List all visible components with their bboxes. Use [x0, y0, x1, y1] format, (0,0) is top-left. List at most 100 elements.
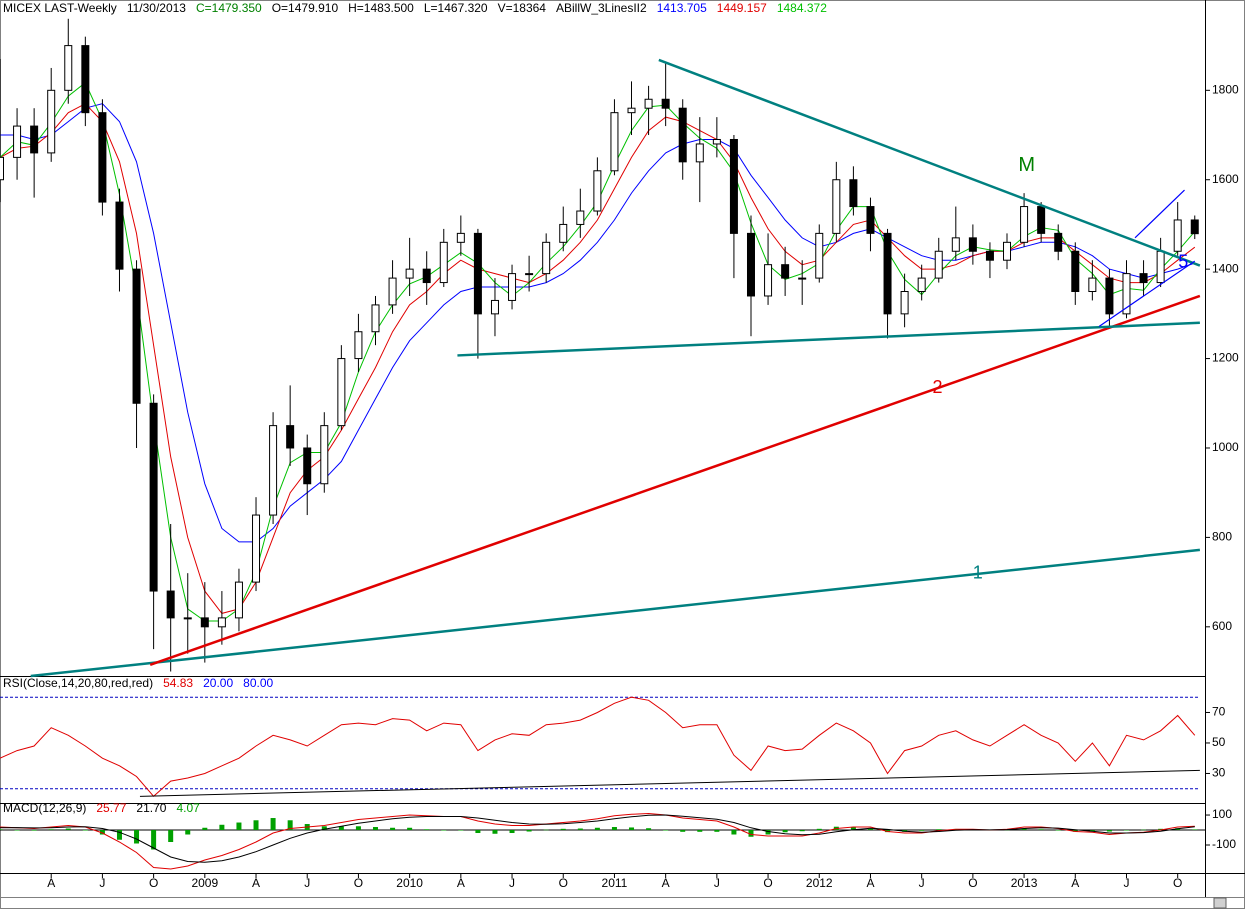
macd-histogram-bar [680, 830, 686, 832]
x-tick-label: J [1123, 876, 1129, 890]
macd-histogram-bar [151, 830, 157, 850]
x-tick-label: A [662, 876, 670, 890]
macd-histogram-bar [185, 830, 191, 835]
macd-histogram-bar [355, 826, 361, 831]
candle-body [764, 264, 773, 297]
moving-average [0, 103, 1196, 614]
header: RSI(Close,14,20,80,red,red) 54.83 20.00 80.… [3, 676, 273, 690]
macd-histogram-bar [407, 827, 413, 831]
candle-body [661, 98, 670, 109]
candle-body [593, 170, 602, 212]
x-tick-label: O [559, 876, 568, 890]
macd-histogram-bar [526, 830, 532, 832]
macd-histogram-bar [1055, 830, 1061, 831]
candle-body [30, 125, 39, 154]
x-tick-label: J [919, 876, 925, 890]
candle-body [627, 107, 636, 114]
candle-body [354, 331, 363, 360]
rsi-tick-label: 70 [1212, 705, 1226, 719]
macd-histogram-bar [99, 830, 105, 835]
x-tick-label: A [457, 876, 465, 890]
candle-body [678, 107, 687, 163]
header-item: 1484.372 [777, 1, 827, 15]
candle-body [47, 89, 56, 154]
candle-body [525, 273, 534, 276]
candle-body [1156, 250, 1165, 284]
x-tick-label: O [763, 876, 772, 890]
macd-histogram-bar [0, 829, 3, 831]
macd-histogram-bar [492, 830, 498, 834]
macd-histogram-bar [270, 818, 276, 831]
header: MACD(12,26,9) 25.77 21.70 4.07 [3, 801, 200, 815]
x-tick-label: 2009 [191, 876, 218, 890]
header-item: 25.77 [96, 801, 126, 815]
macd-tick-label: -100 [1212, 837, 1236, 851]
x-tick-label: 2010 [396, 876, 423, 890]
candle-body [166, 590, 175, 619]
x-tick-label: O [149, 876, 158, 890]
header-item: L=1467.320 [424, 1, 488, 15]
x-tick-label: O [968, 876, 977, 890]
trendline [1134, 189, 1185, 239]
candle-body [149, 402, 158, 592]
macd-histogram-bar [372, 827, 378, 831]
macd-histogram-bar [663, 830, 669, 831]
macd-histogram-bar [850, 827, 856, 831]
x-tick-label: J [99, 876, 105, 890]
candle-body [320, 425, 329, 485]
x-tick-label: J [509, 876, 515, 890]
macd-histogram-bar [765, 830, 771, 835]
macd-histogram-bar [1192, 829, 1198, 831]
macd-histogram-bar [1123, 830, 1129, 831]
macd-histogram-bar [321, 826, 327, 831]
macd-histogram-bar [611, 827, 617, 831]
candle-body [1003, 241, 1012, 261]
macd-histogram-bar [1072, 830, 1078, 832]
macd-histogram-bar [82, 830, 88, 831]
candle-body [985, 250, 994, 261]
macd-histogram-bar [697, 830, 703, 832]
candle-body [217, 617, 226, 628]
indicator-title: RSI(Close,14,20,80,red,red) [3, 676, 153, 690]
y-tick-label: 800 [1212, 530, 1232, 544]
header-item: O=1479.910 [272, 1, 339, 15]
candle-body [64, 45, 73, 91]
candle-body [132, 268, 141, 404]
header-item: 1413.705 [657, 1, 707, 15]
candle-body [337, 358, 346, 427]
candle-body [900, 291, 909, 315]
macd-histogram-bar [1158, 828, 1164, 831]
macd-histogram-bar [31, 830, 37, 831]
y-tick-label: 1600 [1212, 172, 1239, 186]
candle-body [13, 125, 22, 158]
candle-body [115, 201, 124, 270]
macd-histogram-bar [253, 820, 259, 831]
candle-body [439, 241, 448, 284]
candle-body [832, 179, 841, 234]
candle-body [815, 232, 824, 279]
candle-body [1037, 206, 1046, 234]
macd-histogram-bar [236, 822, 242, 831]
candle-body [934, 250, 943, 279]
macd-histogram-bar [816, 828, 822, 831]
candle-body [849, 179, 858, 208]
y-tick-label: 1000 [1212, 440, 1239, 454]
macd-histogram-bar [629, 827, 635, 831]
candle-body [883, 232, 892, 315]
candle-body [81, 45, 90, 114]
candle-body [388, 277, 397, 306]
header-item: V=18364 [498, 1, 547, 15]
candle-body [781, 264, 790, 279]
macd-histogram-bar [560, 828, 566, 831]
macd-histogram-bar [1021, 828, 1027, 831]
candle-body [1190, 219, 1199, 235]
candle-body [1071, 250, 1080, 293]
signal-line [0, 814, 1195, 863]
macd-histogram-bar [1038, 829, 1044, 831]
x-tick-label: 2012 [806, 876, 833, 890]
corner-icon [1213, 897, 1227, 909]
candle-body [610, 112, 619, 172]
header-item: 21.70 [136, 801, 166, 815]
header-item: 11/30/2013 [127, 1, 186, 15]
